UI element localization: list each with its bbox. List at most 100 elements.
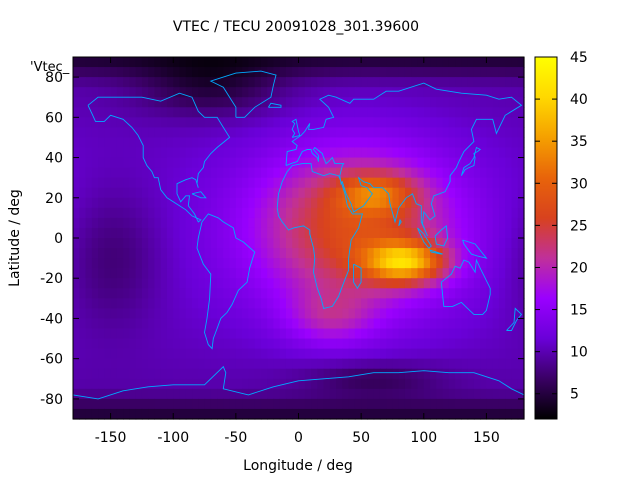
heatmap-cell	[135, 318, 143, 330]
heatmap-cell	[517, 97, 525, 108]
heatmap-cell	[298, 258, 306, 269]
heatmap-cell	[505, 217, 513, 229]
heatmap-cell	[373, 167, 381, 179]
heatmap-cell	[317, 368, 325, 380]
heatmap-cell	[348, 97, 356, 108]
heatmap-cell	[379, 147, 387, 159]
heatmap-cell	[323, 258, 331, 269]
heatmap-cell	[141, 338, 149, 350]
heatmap-cell	[129, 248, 137, 259]
heatmap-cell	[329, 197, 337, 209]
heatmap-cell	[430, 167, 437, 179]
heatmap-cell	[267, 127, 275, 139]
heatmap-cell	[367, 368, 375, 380]
heatmap-cell	[173, 248, 181, 259]
heatmap-cell	[492, 67, 500, 78]
heatmap-cell	[505, 107, 513, 118]
heatmap-cell	[135, 227, 143, 239]
heatmap-cell	[323, 67, 331, 78]
heatmap-cell	[116, 328, 124, 340]
heatmap-cell	[123, 167, 130, 179]
heatmap-cell	[185, 408, 193, 420]
heatmap-cell	[448, 67, 456, 78]
heatmap-cell	[179, 127, 187, 139]
heatmap-cell	[423, 77, 431, 88]
heatmap-cell	[204, 117, 212, 128]
heatmap-cell	[361, 388, 368, 400]
heatmap-cell	[73, 97, 80, 108]
heatmap-cell	[298, 398, 306, 410]
heatmap-cell	[185, 298, 193, 309]
heatmap-cell	[379, 187, 387, 199]
heatmap-cell	[329, 167, 337, 179]
heatmap-cell	[73, 388, 80, 400]
heatmap-cell	[198, 298, 206, 309]
heatmap-cell	[498, 87, 506, 98]
heatmap-cell	[160, 137, 168, 149]
heatmap-cell	[379, 127, 387, 139]
heatmap-cell	[498, 167, 506, 179]
heatmap-cell	[166, 248, 174, 259]
heatmap-cell	[204, 378, 212, 390]
heatmap-cell	[279, 127, 287, 139]
heatmap-cell	[386, 288, 394, 299]
heatmap-cell	[342, 107, 350, 118]
heatmap-cell	[91, 238, 99, 249]
heatmap-cell	[467, 408, 475, 420]
heatmap-cell	[336, 197, 343, 209]
heatmap-cell	[260, 207, 268, 219]
heatmap-cell	[373, 87, 381, 98]
heatmap-cell	[486, 127, 494, 139]
heatmap-cell	[154, 298, 162, 309]
heatmap-cell	[417, 127, 425, 139]
heatmap-cell	[430, 227, 437, 239]
heatmap-cell	[98, 217, 105, 229]
heatmap-cell	[473, 127, 481, 139]
heatmap-cell	[129, 398, 137, 410]
heatmap-cell	[185, 238, 193, 249]
heatmap-cell	[467, 97, 475, 108]
heatmap-cell	[217, 238, 224, 249]
heatmap-cell	[116, 318, 124, 330]
heatmap-cell	[104, 388, 112, 400]
heatmap-cell	[267, 117, 275, 128]
heatmap-cell	[398, 388, 406, 400]
heatmap-cell	[461, 358, 469, 370]
heatmap-cell	[398, 147, 406, 159]
heatmap-cell	[98, 328, 105, 340]
heatmap-cell	[404, 67, 412, 78]
heatmap-cell	[248, 77, 256, 88]
heatmap-cell	[123, 368, 130, 380]
heatmap-cell	[254, 398, 262, 410]
heatmap-cell	[404, 368, 412, 380]
heatmap-cell	[129, 167, 137, 179]
heatmap-cell	[492, 288, 500, 299]
heatmap-cell	[461, 308, 469, 320]
heatmap-cell	[417, 338, 425, 350]
heatmap-cell	[411, 278, 419, 289]
heatmap-cell	[311, 207, 318, 219]
heatmap-cell	[79, 378, 87, 390]
heatmap-cell	[116, 298, 124, 309]
heatmap-cell	[141, 258, 149, 269]
heatmap-cell	[367, 177, 375, 189]
heatmap-cell	[329, 268, 337, 279]
heatmap-cell	[336, 248, 343, 259]
heatmap-cell	[348, 308, 356, 320]
heatmap-cell	[166, 398, 174, 410]
heatmap-cell	[285, 197, 293, 209]
heatmap-cell	[480, 57, 488, 68]
heatmap-cell	[123, 308, 130, 320]
heatmap-cell	[486, 87, 494, 98]
heatmap-cell	[267, 137, 275, 149]
heatmap-cell	[517, 217, 525, 229]
heatmap-cell	[223, 348, 231, 360]
heatmap-cell	[229, 288, 237, 299]
heatmap-cell	[154, 57, 162, 68]
heatmap-cell	[480, 187, 488, 199]
heatmap-cell	[455, 227, 462, 239]
heatmap-cell	[392, 217, 400, 229]
heatmap-cell	[455, 207, 462, 219]
heatmap-cell	[430, 77, 437, 88]
